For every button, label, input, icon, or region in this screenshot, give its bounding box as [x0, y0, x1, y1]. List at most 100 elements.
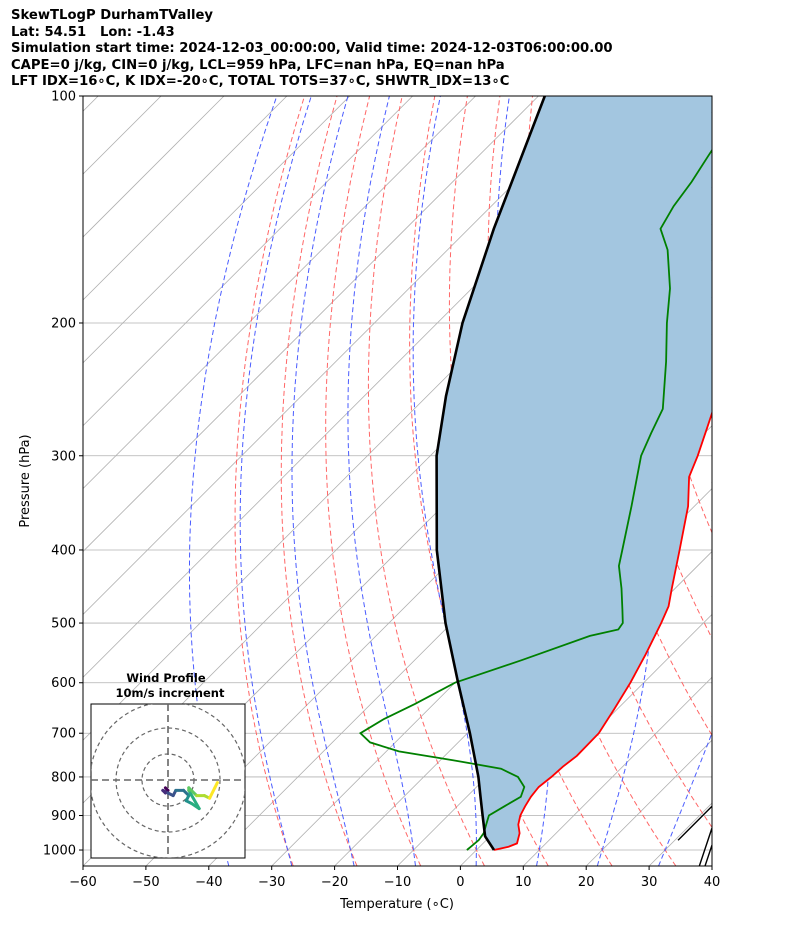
wind-barb-flag — [737, 403, 752, 413]
wind-barb-flag — [732, 186, 748, 193]
wind-barb-staff — [711, 781, 712, 783]
wind-barb-staff — [711, 751, 712, 753]
hodograph-segment — [187, 786, 199, 798]
dry-adiabat-line — [234, 96, 305, 866]
wind-barb — [711, 371, 752, 413]
wind-barb-staff — [711, 444, 712, 446]
isotherm-gridline — [711, 865, 712, 866]
y-tick-label: 400 — [51, 543, 76, 558]
wind-barb — [711, 558, 748, 602]
hodograph-segment — [213, 781, 219, 790]
wind-barb-staff — [711, 481, 712, 484]
wind-barb-flag — [731, 334, 747, 341]
sounding-title: SkewTLogP DurhamTValley — [11, 8, 214, 23]
hodograph-segment — [208, 786, 217, 800]
wind-barb-staff — [711, 224, 712, 227]
moist-adiabat-line — [188, 96, 278, 866]
y-tick-label: 800 — [51, 770, 76, 785]
hodograph-segment — [187, 788, 201, 811]
x-tick-label: 30 — [641, 875, 658, 890]
wind-barb-staff — [711, 519, 712, 522]
wind-barb-flag — [731, 557, 748, 564]
wind-barb-flag — [730, 182, 746, 189]
hodograph-inset: Wind Profile 10m/s increment — [90, 671, 246, 859]
moist-adiabat-line — [658, 731, 712, 866]
moist-adiabat-line — [347, 96, 416, 866]
dry-adiabat-line — [728, 96, 794, 866]
wind-barb-staff — [711, 716, 712, 719]
wind-barb-flag — [733, 363, 749, 372]
y-tick-label: 700 — [51, 727, 76, 742]
isotherm-gridline — [83, 96, 413, 427]
y-tick-label: 100 — [51, 90, 76, 105]
dry-adiabat-line — [325, 96, 422, 866]
moist-adiabat-line — [239, 96, 312, 866]
time-line: Simulation start time: 2024-12-03_00:00:… — [11, 41, 613, 56]
wind-barb — [711, 297, 747, 341]
y-tick-label: 1000 — [43, 844, 76, 859]
wind-barb-flag — [730, 219, 746, 226]
wind-barb-flag — [731, 753, 748, 760]
wind-barb — [711, 751, 712, 753]
lifted-index-line: LFT IDX=16∘C, K IDX=-20∘C, TOTAL TOTS=37… — [11, 74, 510, 89]
x-tick-label: −40 — [195, 875, 222, 890]
dewpoint-line — [358, 148, 712, 851]
wind-barb-staff — [711, 558, 712, 560]
wind-barb-staff — [711, 334, 712, 336]
wind-barb — [704, 844, 712, 866]
wind-barb — [711, 635, 748, 680]
y-tick-label: 200 — [51, 316, 76, 331]
wind-barb-flag — [731, 595, 748, 602]
wind-barb-flag — [730, 256, 746, 263]
figure-header: SkewTLogP DurhamTValley Lat: 54.51 Lon: … — [11, 8, 613, 91]
wind-barb — [677, 805, 712, 841]
wind-barb — [711, 186, 748, 230]
isotherm-gridline — [83, 96, 476, 490]
hodograph-trace — [161, 781, 219, 811]
wind-barb — [711, 111, 748, 155]
wind-barb-staff — [711, 677, 712, 680]
wind-barb-staff — [711, 371, 712, 373]
wind-barb — [711, 444, 712, 446]
wind-barb-flag — [731, 673, 748, 680]
moist-adiabat-line — [720, 96, 794, 866]
y-tick-label: 300 — [51, 449, 76, 464]
moist-adiabat-line — [291, 96, 355, 866]
isotherm-gridline — [83, 96, 225, 238]
wind-barb — [711, 519, 748, 564]
hodograph-subtitle: 10m/s increment — [116, 686, 225, 700]
wind-barb-flag — [730, 144, 746, 151]
wind-barb — [711, 595, 712, 598]
dry-adiabat-line — [367, 96, 485, 866]
x-tick-label: 20 — [578, 875, 595, 890]
y-tick-label: 600 — [51, 676, 76, 691]
x-axis-label: Temperature (∘C) — [339, 897, 454, 912]
wind-barb — [711, 481, 712, 484]
wind-barb-flag — [731, 297, 747, 304]
cape-shaded-area — [436, 96, 712, 850]
isotherm-gridline — [83, 96, 539, 553]
x-tick-label: −20 — [321, 875, 348, 890]
wind-barb-flag — [729, 296, 737, 300]
x-tick-label: −10 — [384, 875, 411, 890]
stability-indices-line: CAPE=0 j/kg, CIN=0 j/kg, LCL=959 hPa, LF… — [11, 57, 505, 73]
location-line: Lat: 54.51 Lon: -1.43 — [11, 24, 175, 40]
wind-barb-staff — [711, 408, 712, 411]
y-axis-ticks: 100 200 300 400 500 600 700 800 900 1000 — [43, 90, 83, 859]
wind-barb-staff — [711, 595, 712, 598]
wind-barb-staff — [711, 150, 712, 152]
wind-barb-flag — [732, 223, 748, 230]
dry-adiabat-line — [280, 96, 358, 866]
wind-barb-flag — [732, 261, 748, 268]
wind-barb-staff — [711, 111, 712, 114]
parcel-path-line — [435, 96, 547, 851]
wind-barb — [711, 716, 748, 760]
x-tick-label: −30 — [258, 875, 285, 890]
wind-barb-flag — [735, 403, 743, 408]
isotherm-gridline — [334, 488, 712, 866]
isotherm-gridline — [775, 96, 794, 866]
hodograph-title: Wind Profile — [126, 671, 206, 685]
x-tick-label: 10 — [515, 875, 532, 890]
wind-barb — [711, 677, 712, 680]
wind-barb-flag — [732, 148, 748, 155]
